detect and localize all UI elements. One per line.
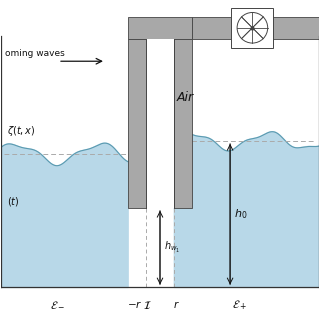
Text: $\mathcal{E}_+$: $\mathcal{E}_+$ bbox=[232, 298, 247, 312]
Text: $r$: $r$ bbox=[172, 300, 179, 310]
Polygon shape bbox=[1, 143, 128, 287]
Text: oming waves: oming waves bbox=[5, 49, 65, 58]
Bar bbox=[174, 39, 192, 208]
Text: $\mathcal{I}$: $\mathcal{I}$ bbox=[143, 299, 152, 311]
Text: Air: Air bbox=[177, 92, 194, 104]
Bar bbox=[192, 17, 319, 39]
Text: $(t)$: $(t)$ bbox=[7, 195, 20, 208]
Text: $h_0$: $h_0$ bbox=[234, 207, 247, 221]
Bar bbox=[231, 8, 273, 48]
Circle shape bbox=[237, 12, 268, 43]
Text: $h_{w_1}$: $h_{w_1}$ bbox=[164, 240, 180, 255]
Text: $\zeta(t, x)$: $\zeta(t, x)$ bbox=[7, 124, 36, 138]
Bar bbox=[128, 17, 192, 39]
Text: $\mathcal{E}_-$: $\mathcal{E}_-$ bbox=[50, 300, 66, 310]
Text: $-r$: $-r$ bbox=[127, 300, 142, 310]
Bar bbox=[146, 39, 174, 208]
Bar bbox=[128, 39, 146, 208]
Polygon shape bbox=[174, 132, 319, 287]
Bar bbox=[231, 8, 273, 48]
